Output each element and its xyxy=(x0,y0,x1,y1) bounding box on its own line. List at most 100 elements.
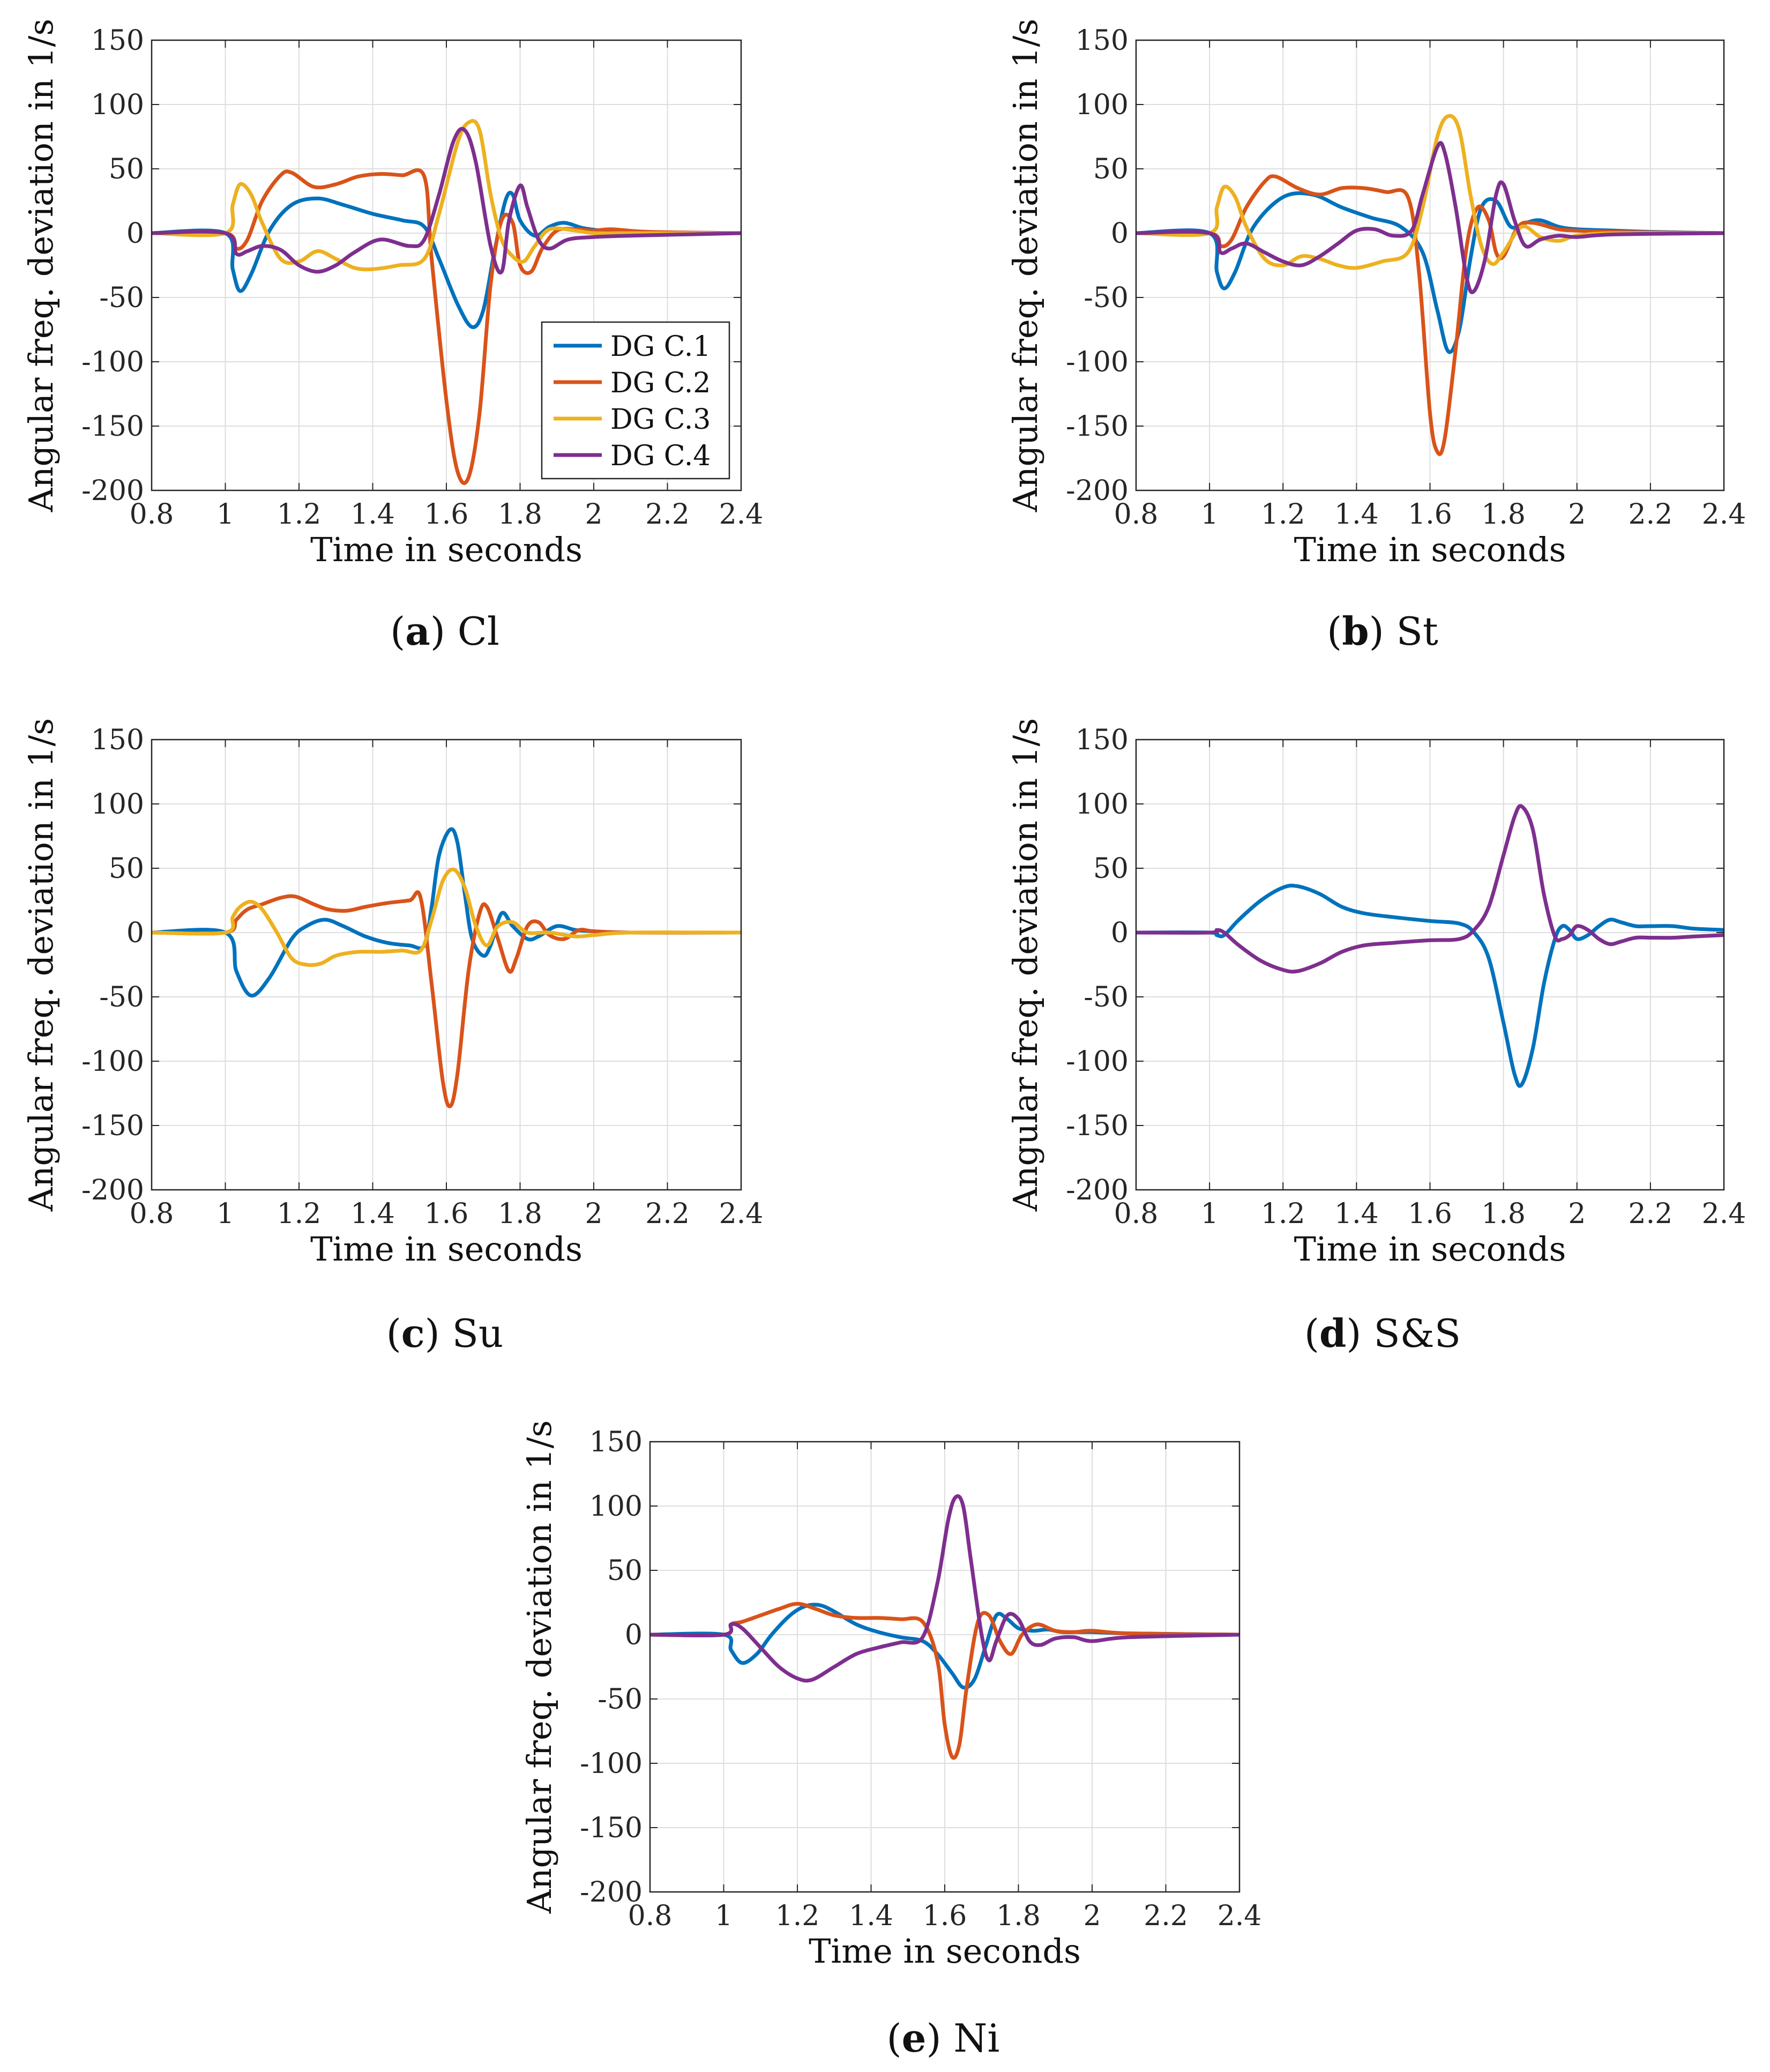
legend-label-dg-c-3: DG C.3 xyxy=(610,404,711,436)
axes-box xyxy=(151,739,742,1191)
x-tick-label: 2.2 xyxy=(1144,1900,1188,1932)
x-tick-label: 1.8 xyxy=(996,1900,1041,1932)
series-group xyxy=(1136,114,1724,456)
series-line-dg-c-1 xyxy=(1136,883,1724,1088)
x-tick-label: 1.2 xyxy=(277,498,322,531)
y-tick-label: 50 xyxy=(1093,153,1129,185)
chart-panel-d: 0.8 1 1.2 1.4 1.6 1.8 2 2.2 2.4 -200 -150 -100 -50 0 5… xyxy=(997,702,1770,1393)
x-tick-label: 2.4 xyxy=(719,498,764,531)
series-line-dg-c-2 xyxy=(1136,174,1724,456)
y-tick-label: 100 xyxy=(589,1490,643,1523)
series-line-dg-c-1 xyxy=(1136,191,1724,354)
y-tick-label: -50 xyxy=(1084,981,1129,1013)
series-line-dg-c-3 xyxy=(152,867,741,967)
y-axis-label: Angular freq. deviation in 1/s xyxy=(1006,19,1045,512)
x-tick-label: 0.8 xyxy=(1114,498,1159,531)
y-axis-label: Angular freq. deviation in 1/s xyxy=(21,718,61,1212)
y-tick-label: -50 xyxy=(99,981,144,1013)
y-tick-label: -100 xyxy=(81,1046,144,1078)
x-tick-label: 1 xyxy=(216,1198,234,1230)
x-axis-label: Time in seconds xyxy=(809,1932,1081,1971)
x-tick-label: 2 xyxy=(1568,498,1586,531)
chart-b: 0.8 1 1.2 1.4 1.6 1.8 2 2.2 2.4 -200 -150 -100 -50 0 5… xyxy=(1006,19,1746,569)
x-tick-label: 1.6 xyxy=(424,498,469,531)
x-tick-label: 2 xyxy=(1083,1900,1101,1932)
y-tick-label: 100 xyxy=(1076,89,1129,121)
y-tick-label: 50 xyxy=(1093,853,1129,885)
series-group xyxy=(152,119,741,485)
axes-box xyxy=(1135,39,1725,491)
y-tick-label: 50 xyxy=(109,153,144,185)
series-line-dg-c-4 xyxy=(1136,140,1724,294)
x-tick-label: 1.6 xyxy=(923,1900,967,1932)
y-tick-label: -50 xyxy=(1084,282,1129,314)
legend: DG C.1 DG C.2 DG C.3 DG C.4 xyxy=(541,321,730,480)
legend-label-dg-c-4: DG C.4 xyxy=(610,440,711,472)
caption-c: (c) Su xyxy=(386,1310,504,1356)
y-axis-label: Angular freq. deviation in 1/s xyxy=(520,1420,559,1914)
y-tick-label: 150 xyxy=(1076,25,1129,57)
series-line-dg-c-4 xyxy=(650,1494,1239,1683)
y-axis-label: Angular freq. deviation in 1/s xyxy=(21,19,61,512)
x-tick-label: 1.2 xyxy=(1261,498,1305,531)
x-tick-label: 1.2 xyxy=(775,1900,820,1932)
y-tick-label: 0 xyxy=(126,917,144,949)
y-tick-label: 50 xyxy=(607,1555,643,1587)
axes-box xyxy=(1135,739,1725,1191)
y-tick-label: -150 xyxy=(1066,411,1129,443)
chart-a: 0.8 1 1.2 1.4 1.6 1.8 2 2.2 2.4 -200 -150 -100 -50 0 5… xyxy=(21,19,764,569)
x-tick-label: 2 xyxy=(585,498,602,531)
x-tick-label: 1.4 xyxy=(350,498,395,531)
x-tick-label: 0.8 xyxy=(1114,1198,1159,1230)
x-tick-label: 1.6 xyxy=(424,1198,469,1230)
y-tick-label: -100 xyxy=(1066,346,1129,378)
chart-panel-c: 0.8 1 1.2 1.4 1.6 1.8 2 2.2 2.4 -200 -150 -100 -50 0 5… xyxy=(0,702,793,1393)
x-tick-label: 1 xyxy=(1201,498,1219,531)
series-line-dg-c-4 xyxy=(1136,804,1724,974)
x-tick-label: 1.4 xyxy=(1334,498,1379,531)
x-tick-label: 0.8 xyxy=(130,498,174,531)
x-tick-label: 1.4 xyxy=(1334,1198,1379,1230)
series-line-dg-c-2 xyxy=(650,1601,1239,1760)
y-tick-label: 0 xyxy=(1111,917,1129,949)
x-axis-label: Time in seconds xyxy=(310,1229,582,1269)
caption-a: (a) Cl xyxy=(390,608,499,654)
axes-box xyxy=(649,1441,1241,1893)
series-line-dg-c-4 xyxy=(152,126,741,275)
y-tick-label: -200 xyxy=(81,1174,144,1206)
y-tick-label: -150 xyxy=(1066,1110,1129,1142)
y-tick-label: -200 xyxy=(580,1876,643,1909)
y-tick-label: -50 xyxy=(598,1683,643,1716)
x-tick-label: 1.8 xyxy=(1481,1198,1526,1230)
y-tick-label: -200 xyxy=(1066,475,1129,507)
x-tick-label: 2.2 xyxy=(1629,1198,1673,1230)
y-tick-label: -100 xyxy=(81,346,144,378)
y-axis-label: Angular freq. deviation in 1/s xyxy=(1006,718,1045,1212)
x-tick-label: 2.4 xyxy=(1702,498,1746,531)
chart-panel-a: 0.8 1 1.2 1.4 1.6 1.8 2 2.2 2.4 -200 -150 -100 -50 0 5… xyxy=(0,0,793,691)
series-line-dg-c-2 xyxy=(152,168,741,485)
x-axis-label: Time in seconds xyxy=(310,530,582,569)
x-tick-label: 1 xyxy=(715,1900,733,1932)
y-tick-label: 100 xyxy=(91,89,144,121)
y-tick-label: 0 xyxy=(1111,218,1129,250)
x-tick-label: 2 xyxy=(1568,1198,1586,1230)
series-group xyxy=(152,827,741,1108)
y-tick-label: -50 xyxy=(99,282,144,314)
series-line-dg-c-1 xyxy=(152,191,741,329)
legend-label-dg-c-2: DG C.2 xyxy=(610,367,711,399)
y-tick-label: -200 xyxy=(81,475,144,507)
series-group xyxy=(1136,804,1724,1088)
y-tick-label: -100 xyxy=(580,1748,643,1780)
x-tick-label: 1 xyxy=(216,498,234,531)
x-tick-label: 2.4 xyxy=(1702,1198,1746,1230)
y-tick-label: 150 xyxy=(1076,724,1129,756)
x-tick-label: 2.2 xyxy=(1629,498,1673,531)
series-line-dg-c-1 xyxy=(152,827,741,998)
series-line-dg-c-3 xyxy=(152,119,741,272)
y-tick-label: -150 xyxy=(81,411,144,443)
y-tick-label: 100 xyxy=(91,788,144,821)
x-tick-label: 2 xyxy=(585,1198,602,1230)
y-tick-label: 150 xyxy=(91,25,144,57)
x-tick-label: 1.6 xyxy=(1408,1198,1452,1230)
